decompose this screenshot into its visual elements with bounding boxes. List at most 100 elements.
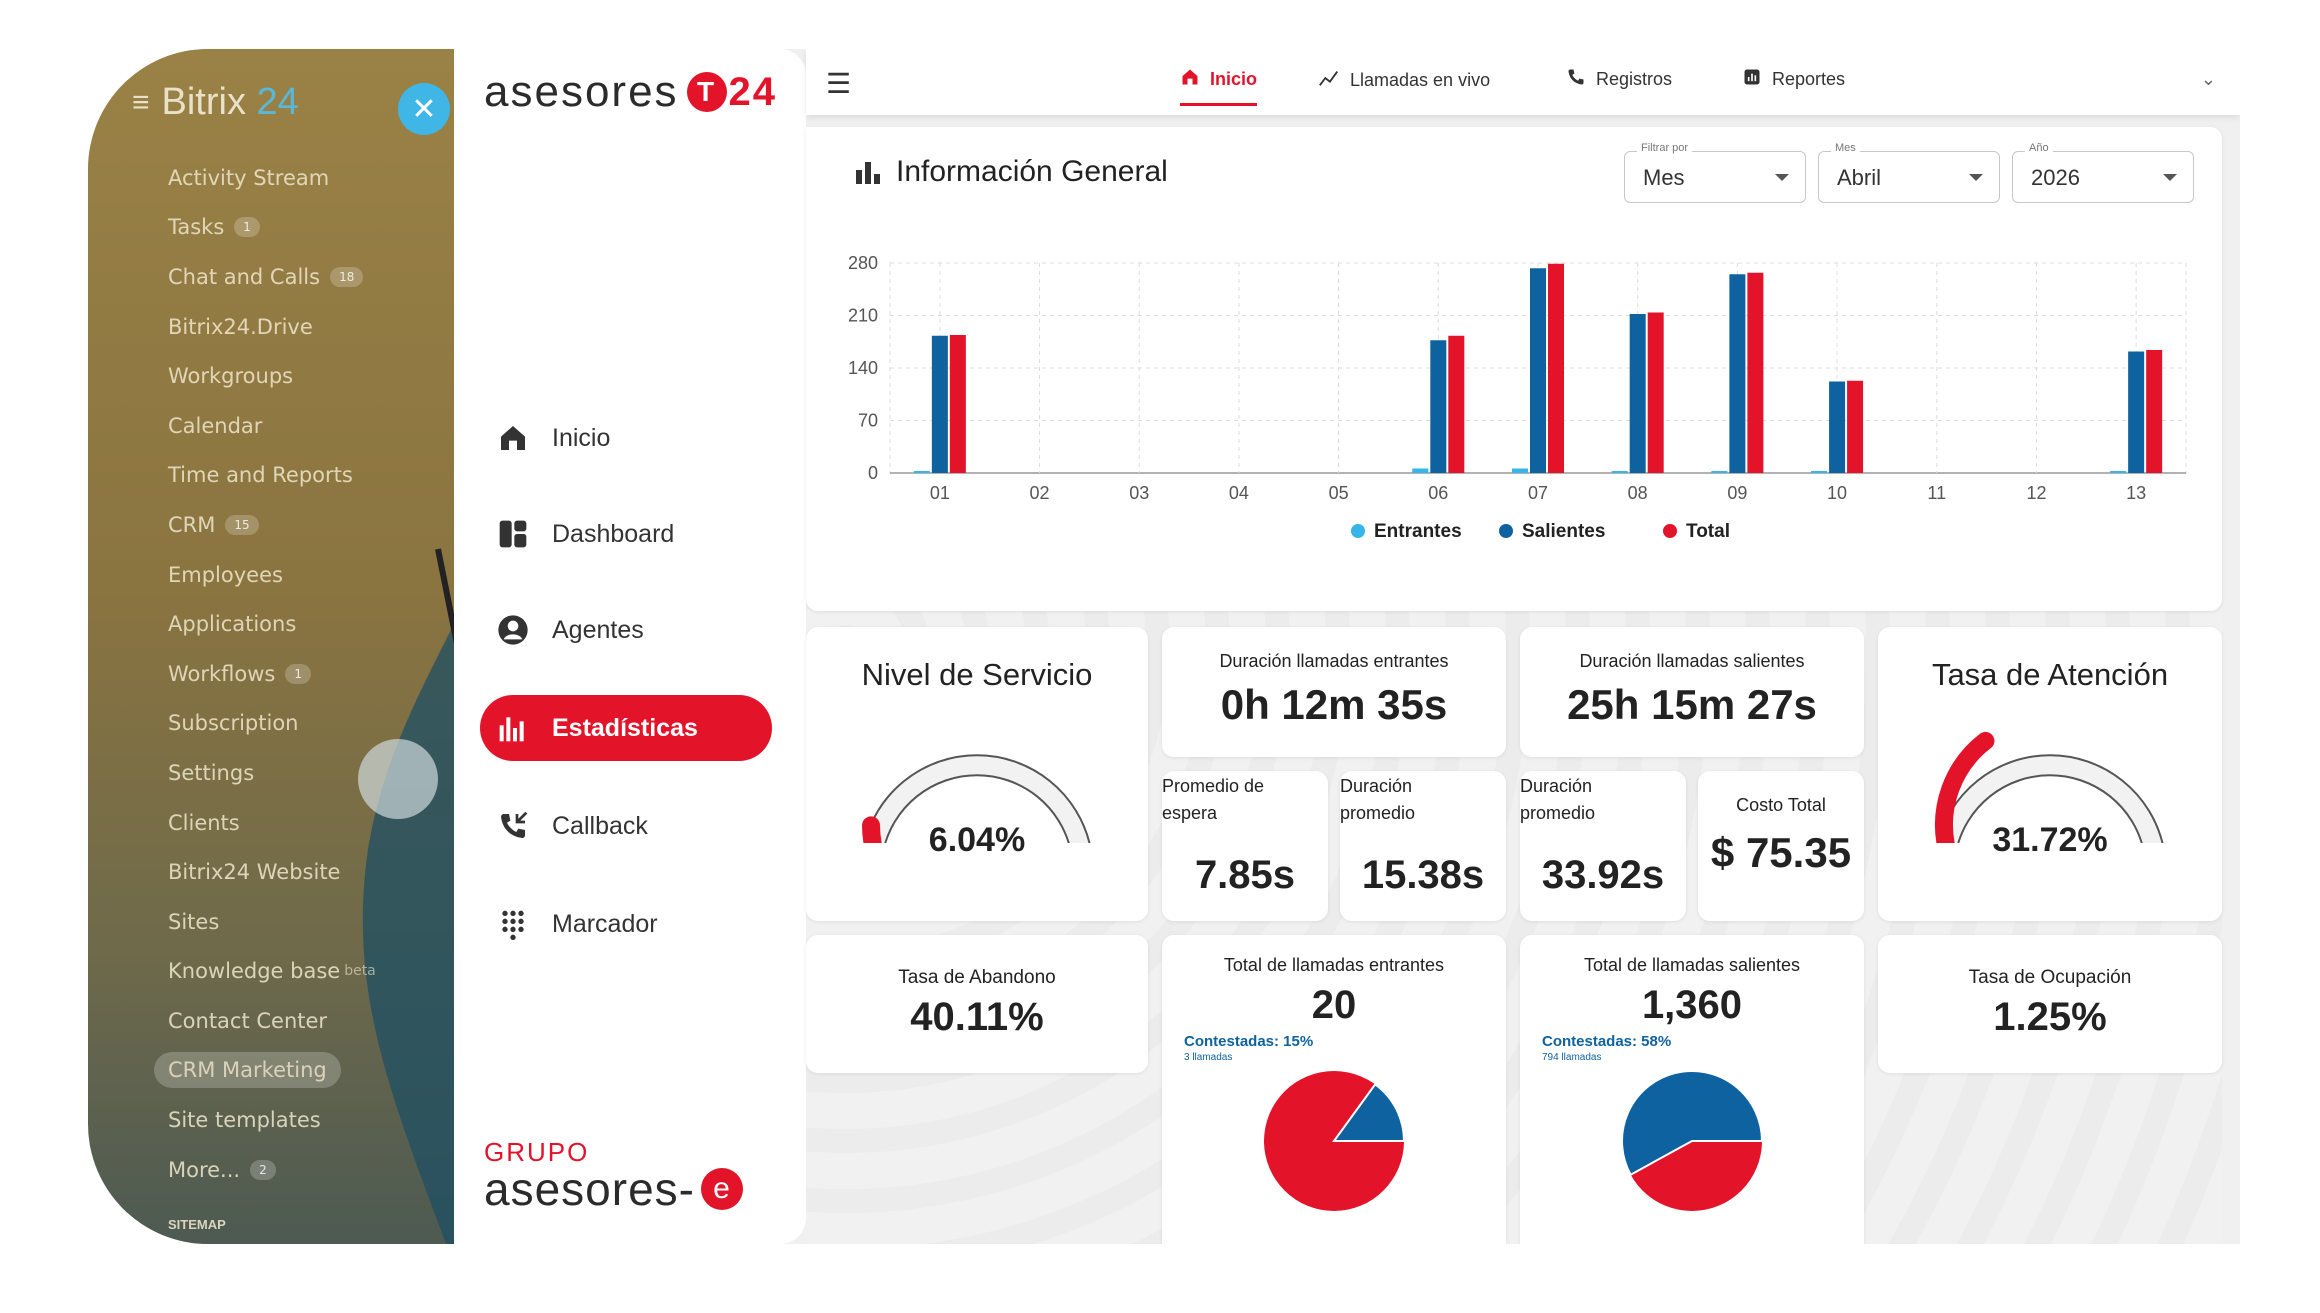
nav-item-marcador[interactable]: Marcador	[480, 891, 772, 957]
bar-total[interactable]	[1548, 263, 1564, 473]
bitrix-menu-item[interactable]: Clients	[168, 798, 376, 848]
tab-inicio[interactable]: Inicio	[1180, 67, 1258, 106]
bar-entrantes[interactable]	[2110, 471, 2127, 473]
trend-icon	[1318, 67, 1340, 94]
dropdown-arrow-icon	[1775, 174, 1789, 181]
bitrix-menu-item[interactable]: Site templates	[168, 1095, 376, 1145]
nav-item-label: Estadísticas	[552, 713, 698, 742]
bar-salientes[interactable]	[2128, 351, 2145, 474]
bitrix-menu-item[interactable]: Employees	[168, 550, 376, 600]
bar-entrantes[interactable]	[913, 471, 930, 473]
bitrix-menu-item[interactable]: Time and Reports	[168, 451, 376, 501]
entrantes-pie-chart	[1264, 1071, 1406, 1211]
y-tick-label: 280	[848, 253, 878, 273]
bar-entrantes[interactable]	[1512, 468, 1528, 474]
nivel-servicio-title: Nivel de Servicio	[861, 657, 1093, 692]
legend-item[interactable]: Total	[1663, 521, 1730, 542]
bitrix-menu-item[interactable]: Sites	[168, 897, 376, 947]
nav-item-agentes[interactable]: Agentes	[480, 597, 772, 663]
nav-item-estadsticas[interactable]: Estadísticas	[480, 695, 772, 761]
nav-item-label: Dashboard	[552, 519, 675, 548]
sitemap-link[interactable]: SITEMAP	[168, 1217, 226, 1232]
x-tick-label: 01	[930, 483, 950, 503]
bar-salientes[interactable]	[1629, 314, 1646, 473]
bitrix-menu-item[interactable]: Tasks 1	[168, 203, 376, 253]
tab-registros[interactable]: Registros	[1566, 67, 1672, 92]
bar-total[interactable]	[1847, 380, 1864, 473]
total-entrantes-value: 20	[1311, 983, 1357, 1027]
bitrix-menu-label: CRM Marketing	[154, 1052, 341, 1089]
total-entrantes-title: Total de llamadas entrantes	[1223, 955, 1445, 975]
bitrix-menu-item[interactable]: Knowledge base beta	[168, 947, 376, 997]
duracion-salientes-title: Duración llamadas salientes	[1579, 651, 1805, 671]
filter-value: Abril	[1837, 165, 1882, 190]
bitrix-menu-item[interactable]: Activity Stream	[168, 153, 376, 203]
chevron-down-icon[interactable]: ⌄	[2200, 69, 2216, 89]
nav-item-inicio[interactable]: Inicio	[480, 405, 772, 471]
bitrix-menu-label: Applications	[168, 612, 297, 637]
bar-total[interactable]	[1747, 272, 1764, 473]
bitrix-logo[interactable]: ≡ Bitrix 24	[132, 81, 299, 124]
bitrix-menu-item[interactable]: CRM 15	[168, 500, 376, 550]
filter-value: Mes	[1643, 165, 1685, 190]
dashboard-icon	[494, 515, 532, 553]
x-tick-label: 12	[2026, 483, 2046, 503]
bitrix-menu-label: Sites	[168, 909, 220, 934]
bar-total[interactable]	[949, 335, 966, 473]
dialpad-icon	[494, 905, 532, 943]
bar-entrantes[interactable]	[1811, 471, 1828, 473]
filter-select[interactable]: Año 2026	[2012, 142, 2194, 203]
bitrix-menu-item[interactable]: Contact Center	[168, 996, 376, 1046]
bar-entrantes[interactable]	[1611, 471, 1628, 473]
bar-total[interactable]	[2146, 350, 2163, 473]
bitrix-menu-item[interactable]: Bitrix24 Website	[168, 847, 376, 897]
asesores-t24-logo: asesores T 24	[484, 67, 778, 116]
bar-total[interactable]	[1448, 335, 1465, 473]
bitrix-menu-item[interactable]: Workflows 1	[168, 649, 376, 699]
bar-salientes[interactable]	[1829, 381, 1846, 474]
bitrix-menu-item[interactable]: Calendar	[168, 401, 376, 451]
promedio-espera-title: Promedio de espera	[1162, 776, 1265, 823]
app-sidebar: asesores T 24 Inicio Dashboard Agentes Es…	[454, 49, 806, 1244]
filter-select[interactable]: Filtrar por Mes	[1624, 142, 1806, 203]
tab-llamadasenvivo[interactable]: Llamadas en vivo	[1318, 67, 1490, 94]
bitrix-menu-item[interactable]: Bitrix24.Drive	[168, 302, 376, 352]
nav-item-callback[interactable]: Callback	[480, 793, 772, 859]
x-tick-label: 05	[1329, 483, 1349, 503]
count-badge: 18	[330, 266, 364, 287]
legend-item[interactable]: Entrantes	[1351, 521, 1462, 542]
y-tick-label: 210	[848, 306, 878, 326]
bitrix-menu-item[interactable]: More... 2	[168, 1145, 376, 1195]
tab-reportes[interactable]: Reportes	[1742, 67, 1845, 92]
tab-label: Llamadas en vivo	[1350, 70, 1491, 90]
bar-entrantes[interactable]	[1711, 471, 1728, 473]
legend-item[interactable]: Salientes	[1499, 521, 1605, 542]
bitrix-menu-item[interactable]: Settings	[168, 748, 376, 798]
nav-item-dashboard[interactable]: Dashboard	[480, 501, 772, 567]
bitrix-menu-item[interactable]: Subscription	[168, 699, 376, 749]
close-icon[interactable]: ✕	[398, 83, 450, 135]
bitrix-menu-item[interactable]: Chat and Calls 18	[168, 252, 376, 302]
bitrix-menu-item[interactable]: Applications	[168, 599, 376, 649]
pie-slice-answered[interactable]	[1621, 1070, 1764, 1177]
bar-total[interactable]	[1647, 312, 1664, 474]
bitrix-menu-item[interactable]: Workgroups	[168, 351, 376, 401]
app-frame: ≡ Bitrix 24 ✕ Activity Stream Tasks 1 Chat …	[88, 49, 2240, 1244]
bar-salientes[interactable]	[1530, 268, 1546, 473]
bitrix-menu-label: Workgroups	[168, 364, 294, 389]
pie-slice-answered[interactable]	[1332, 1082, 1406, 1142]
bar-salientes[interactable]	[1430, 340, 1447, 473]
x-tick-label: 03	[1129, 483, 1149, 503]
filter-select[interactable]: Mes Abril	[1818, 142, 2000, 203]
tab-label: Inicio	[1210, 69, 1258, 89]
general-info-title: Información General	[856, 155, 1168, 189]
bar-entrantes[interactable]	[1412, 468, 1429, 474]
menu-icon[interactable]: ☰	[826, 68, 852, 99]
bitrix-menu-item[interactable]: CRM Marketing	[154, 1046, 376, 1096]
hamburger-icon[interactable]: ≡	[132, 85, 150, 119]
bar-salientes[interactable]	[931, 335, 948, 473]
bar-salientes[interactable]	[1729, 274, 1746, 473]
tasa-ocupacion-card: Tasa de Ocupación 1.25%	[1878, 935, 2222, 1073]
filter-label: Filtrar por	[1637, 142, 1693, 154]
total-salientes-value: 1,360	[1641, 983, 1743, 1027]
